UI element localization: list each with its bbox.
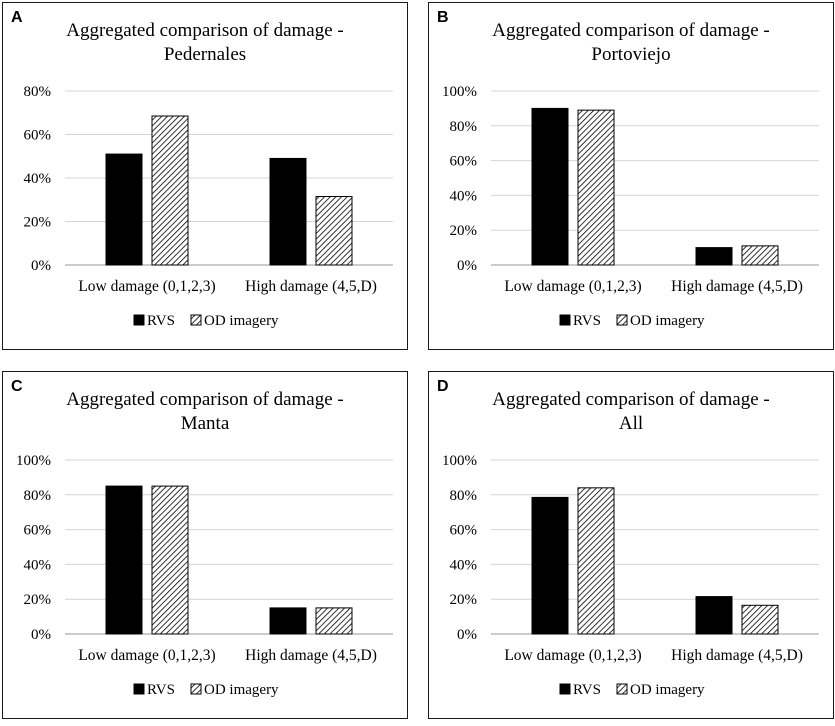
- y-tick-label: 60%: [24, 523, 52, 539]
- legend-swatch-rvs: [133, 314, 145, 326]
- bar-od-imagery: [151, 115, 189, 266]
- chart-panel-c: C Aggregated comparison of damage - Mant…: [2, 371, 408, 719]
- legend-label-od-imagery: OD imagery: [630, 313, 705, 329]
- chart-title-line-2: Manta: [180, 413, 230, 434]
- legend: RVS OD imagery: [133, 313, 279, 329]
- y-tick-label: 40%: [24, 557, 52, 573]
- x-category-label: Low damage (0,1,2,3): [504, 647, 641, 664]
- legend-label-rvs: RVS: [147, 313, 175, 329]
- x-category-label: High damage (4,5,D): [245, 278, 377, 295]
- bar-od-imagery: [741, 604, 779, 635]
- panel-letter: D: [437, 378, 449, 395]
- bar-rvs: [105, 485, 143, 635]
- y-tick-label: 60%: [24, 128, 52, 144]
- legend: RVS OD imagery: [559, 313, 705, 329]
- y-tick-label: 40%: [24, 171, 52, 187]
- bar-od-imagery: [741, 245, 779, 266]
- y-tick-label: 0%: [457, 258, 477, 274]
- bar-rvs: [695, 247, 733, 266]
- bar-od-imagery: [315, 607, 353, 635]
- legend-label-od-imagery: OD imagery: [204, 313, 279, 329]
- legend: RVS OD imagery: [133, 682, 279, 698]
- panel-letter: B: [437, 9, 449, 26]
- chart-title-line-2: Pedernales: [163, 44, 247, 65]
- x-category-label: Low damage (0,1,2,3): [78, 647, 215, 664]
- bar-od-imagery: [577, 487, 615, 635]
- legend-swatch-od-imagery: [616, 683, 628, 695]
- legend: RVS OD imagery: [559, 682, 705, 698]
- chart-panel-a: A Aggregated comparison of damage - Pede…: [2, 2, 408, 350]
- chart-title-line-1: Aggregated comparison of damage -: [66, 389, 344, 410]
- chart-title: Aggregated comparison of damage - Pedern…: [3, 19, 407, 67]
- y-tick-label: 80%: [450, 488, 478, 504]
- bar-od-imagery: [577, 109, 615, 266]
- y-tick-label: 100%: [442, 453, 477, 469]
- y-tick-label: 80%: [450, 119, 478, 135]
- x-category-label: High damage (4,5,D): [671, 647, 803, 664]
- bar-rvs: [695, 596, 733, 635]
- bar-od-imagery: [151, 485, 189, 635]
- y-tick-label: 40%: [450, 557, 478, 573]
- bar-chart-d: 0% 20% 40% 60% 80% 100% Low damage (0,1,2,3) Hi…: [442, 453, 819, 698]
- y-tick-label: 0%: [31, 258, 51, 274]
- y-tick-label: 20%: [450, 223, 478, 239]
- legend-swatch-rvs: [559, 314, 571, 326]
- legend-label-rvs: RVS: [573, 682, 601, 698]
- y-tick-label: 60%: [450, 154, 478, 170]
- chart-title: Aggregated comparison of damage - Portov…: [429, 19, 833, 67]
- chart-panel-b: B Aggregated comparison of damage - Port…: [428, 2, 834, 350]
- y-tick-label: 80%: [24, 488, 52, 504]
- legend-swatch-od-imagery: [190, 314, 202, 326]
- chart-title: Aggregated comparison of damage - All: [429, 388, 833, 436]
- chart-title-line-1: Aggregated comparison of damage -: [492, 389, 770, 410]
- bar-rvs: [531, 496, 569, 635]
- legend-label-od-imagery: OD imagery: [204, 682, 279, 698]
- legend-swatch-rvs: [559, 683, 571, 695]
- chart-title-line-2: Portoviejo: [591, 44, 671, 65]
- y-tick-label: 0%: [457, 627, 477, 643]
- bar-rvs: [269, 607, 307, 635]
- legend-label-rvs: RVS: [573, 313, 601, 329]
- bar-rvs: [531, 107, 569, 266]
- y-tick-label: 40%: [450, 188, 478, 204]
- x-category-label: Low damage (0,1,2,3): [504, 278, 641, 295]
- chart-title: Aggregated comparison of damage - Manta: [3, 388, 407, 436]
- legend-label-od-imagery: OD imagery: [630, 682, 705, 698]
- panel-letter: C: [11, 378, 23, 395]
- x-category-label: Low damage (0,1,2,3): [78, 278, 215, 295]
- legend-label-rvs: RVS: [147, 682, 175, 698]
- y-tick-label: 20%: [24, 592, 52, 608]
- chart-title-line-2: All: [618, 413, 644, 434]
- bar-od-imagery: [315, 195, 353, 266]
- y-tick-label: 80%: [24, 84, 52, 100]
- legend-swatch-rvs: [133, 683, 145, 695]
- bar-rvs: [269, 157, 307, 266]
- bar-chart-c: 0% 20% 40% 60% 80% 100% Low damage (0,1,2,3) Hi…: [16, 453, 393, 698]
- chart-panel-d: D Aggregated comparison of damage - All …: [428, 371, 834, 719]
- x-category-label: High damage (4,5,D): [671, 278, 803, 295]
- legend-swatch-od-imagery: [190, 683, 202, 695]
- y-tick-label: 0%: [31, 627, 51, 643]
- x-category-label: High damage (4,5,D): [245, 647, 377, 664]
- bar-rvs: [105, 153, 143, 266]
- bar-chart-b: 0% 20% 40% 60% 80% 100% Low damage (0,1,2,3) Hi…: [442, 84, 819, 329]
- chart-title-line-1: Aggregated comparison of damage -: [66, 20, 344, 41]
- y-tick-label: 20%: [450, 592, 478, 608]
- y-tick-label: 100%: [16, 453, 51, 469]
- y-tick-label: 100%: [442, 84, 477, 100]
- y-tick-label: 60%: [450, 523, 478, 539]
- panel-letter: A: [11, 9, 23, 26]
- y-tick-label: 20%: [24, 215, 52, 231]
- bar-chart-a: 0% 20% 40% 60% 80% Low damage (0,1,2,3) High d…: [24, 84, 393, 329]
- legend-swatch-od-imagery: [616, 314, 628, 326]
- chart-title-line-1: Aggregated comparison of damage -: [492, 20, 770, 41]
